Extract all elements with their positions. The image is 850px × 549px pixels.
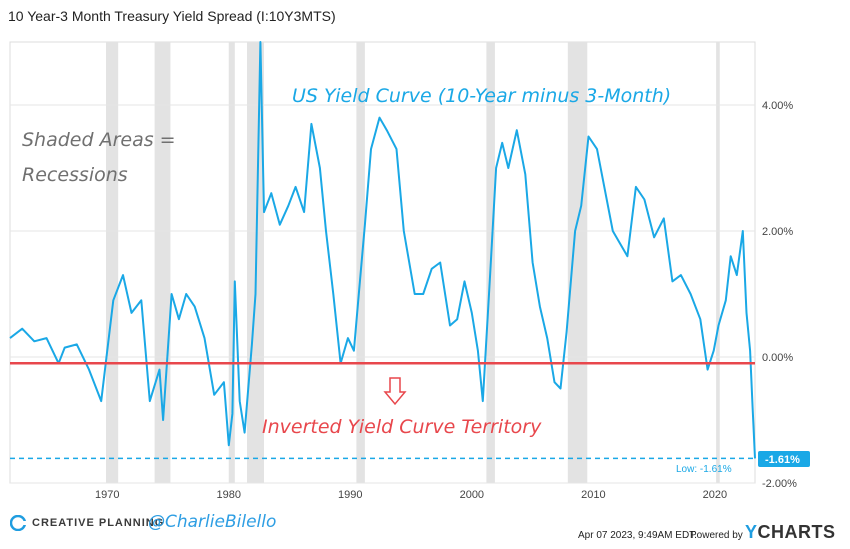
y-tick-label-1: 2.00%	[762, 226, 793, 238]
x-tick-label-1: 1980	[217, 489, 241, 501]
y-tick-label-2: 0.00%	[762, 352, 793, 364]
x-tick-label-4: 2010	[581, 489, 605, 501]
x-tick-label-2: 1990	[338, 489, 362, 501]
last-value-label: -1.61%	[765, 454, 800, 466]
ycharts-logo[interactable]: YCHARTS	[745, 522, 836, 543]
plot-frame	[9, 41, 756, 484]
y-tick-label-3: -2.00%	[762, 478, 797, 490]
y-tick-label-0: 4.00%	[762, 100, 793, 112]
x-tick-label-3: 2000	[460, 489, 484, 501]
recession-band-0	[106, 42, 119, 483]
recession-band-7	[716, 42, 720, 483]
creative-planning-brand: CREATIVE PLANNING	[10, 515, 164, 531]
author-handle[interactable]: @CharlieBilello	[148, 512, 277, 532]
yield-spread-series-line	[9, 41, 756, 459]
reference-lines-layer	[10, 362, 755, 460]
creative-planning-logo-icon	[10, 515, 26, 531]
last-value-badge	[758, 451, 810, 467]
ycharts-logo-y: Y	[745, 522, 758, 542]
series-layer	[9, 41, 756, 459]
chart-title: 10 Year-3 Month Treasury Yield Spread (I…	[8, 8, 336, 24]
timestamp: Apr 07 2023, 9:49AM EDT.	[578, 530, 697, 541]
x-tick-label-5: 2020	[703, 489, 727, 501]
recession-band-6	[567, 42, 588, 483]
chart-annotation-title: US Yield Curve (10-Year minus 3-Month)	[292, 85, 671, 107]
x-tick-label-0: 1970	[95, 489, 119, 501]
annotation-recessions: Recessions	[22, 164, 128, 186]
ycharts-logo-rest: CHARTS	[757, 522, 836, 542]
axis-labels-layer: 4.00% 2.00% 0.00% -2.00% 1970 1980 1990 2000 201…	[95, 100, 797, 501]
annotation-shaded-areas: Shaded Areas =	[22, 129, 176, 151]
annotation-inverted: Inverted Yield Curve Territory	[262, 416, 542, 438]
down-arrow-icon	[383, 377, 407, 406]
low-label: Low: -1.61%	[676, 464, 732, 475]
brand-name: CREATIVE PLANNING	[32, 517, 165, 529]
recession-band-2	[228, 42, 235, 483]
powered-by-label: Powered by	[690, 530, 743, 541]
